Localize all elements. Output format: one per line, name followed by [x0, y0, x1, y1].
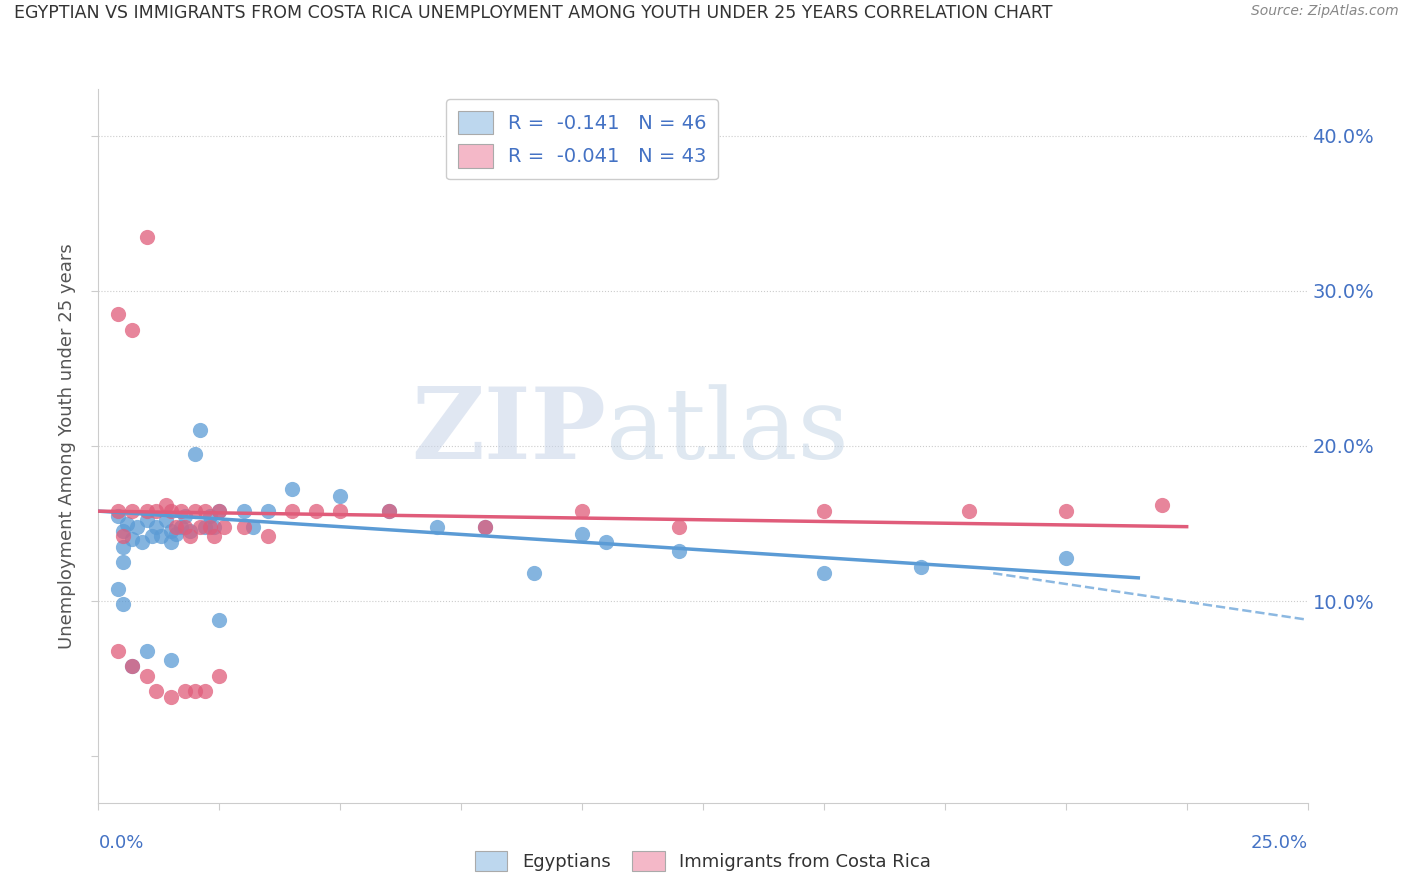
Point	[150, 529, 173, 543]
Point	[329, 489, 352, 503]
Point	[188, 424, 211, 438]
Point	[127, 519, 149, 533]
Point	[256, 529, 278, 543]
Point	[169, 504, 191, 518]
Point	[957, 504, 980, 518]
Point	[169, 519, 191, 533]
Point	[204, 519, 226, 533]
Point	[208, 668, 231, 682]
Point	[160, 524, 183, 539]
Point	[184, 447, 207, 461]
Point	[174, 684, 197, 698]
Point	[813, 566, 835, 581]
Point	[107, 504, 129, 518]
Point	[571, 504, 593, 518]
Point	[160, 690, 183, 705]
Point	[145, 519, 167, 533]
Point	[174, 508, 197, 523]
Text: 25.0%: 25.0%	[1250, 834, 1308, 852]
Point	[305, 504, 328, 518]
Point	[141, 529, 163, 543]
Point	[107, 508, 129, 523]
Point	[155, 498, 177, 512]
Point	[107, 644, 129, 658]
Point	[174, 519, 197, 533]
Point	[155, 513, 177, 527]
Point	[204, 529, 226, 543]
Point	[165, 527, 187, 541]
Point	[474, 519, 496, 533]
Point	[377, 504, 399, 518]
Point	[131, 535, 153, 549]
Legend: Egyptians, Immigrants from Costa Rica: Egyptians, Immigrants from Costa Rica	[468, 844, 938, 879]
Text: EGYPTIAN VS IMMIGRANTS FROM COSTA RICA UNEMPLOYMENT AMONG YOUTH UNDER 25 YEARS C: EGYPTIAN VS IMMIGRANTS FROM COSTA RICA U…	[14, 4, 1053, 22]
Point	[474, 519, 496, 533]
Point	[111, 524, 134, 539]
Point	[135, 668, 157, 682]
Point	[281, 483, 304, 497]
Point	[595, 535, 617, 549]
Point	[111, 540, 134, 554]
Point	[1054, 504, 1077, 518]
Point	[256, 504, 278, 518]
Point	[232, 519, 254, 533]
Text: ZIP: ZIP	[412, 384, 606, 480]
Point	[179, 524, 201, 539]
Point	[179, 529, 201, 543]
Point	[668, 544, 690, 558]
Legend: R =  -0.141   N = 46, R =  -0.041   N = 43: R = -0.141 N = 46, R = -0.041 N = 43	[446, 99, 718, 179]
Point	[329, 504, 352, 518]
Point	[668, 519, 690, 533]
Text: 0.0%: 0.0%	[98, 834, 143, 852]
Point	[1054, 550, 1077, 565]
Point	[135, 644, 157, 658]
Point	[121, 323, 143, 337]
Point	[160, 535, 183, 549]
Point	[135, 513, 157, 527]
Point	[198, 519, 221, 533]
Point	[813, 504, 835, 518]
Point	[208, 504, 231, 518]
Point	[121, 532, 143, 546]
Point	[232, 504, 254, 518]
Point	[208, 613, 231, 627]
Point	[107, 582, 129, 596]
Point	[198, 508, 221, 523]
Point	[208, 504, 231, 518]
Text: Source: ZipAtlas.com: Source: ZipAtlas.com	[1251, 4, 1399, 19]
Point	[281, 504, 304, 518]
Point	[426, 519, 449, 533]
Point	[523, 566, 546, 581]
Point	[194, 684, 217, 698]
Point	[1152, 498, 1174, 512]
Point	[194, 504, 217, 518]
Point	[194, 519, 217, 533]
Point	[121, 504, 143, 518]
Point	[212, 519, 235, 533]
Point	[135, 229, 157, 244]
Point	[160, 653, 183, 667]
Point	[242, 519, 264, 533]
Point	[111, 555, 134, 569]
Text: atlas: atlas	[606, 384, 849, 480]
Point	[165, 519, 187, 533]
Point	[121, 659, 143, 673]
Point	[377, 504, 399, 518]
Point	[121, 659, 143, 673]
Point	[160, 504, 183, 518]
Y-axis label: Unemployment Among Youth under 25 years: Unemployment Among Youth under 25 years	[58, 244, 76, 648]
Point	[910, 560, 932, 574]
Point	[111, 597, 134, 611]
Point	[188, 519, 211, 533]
Point	[107, 307, 129, 321]
Point	[184, 504, 207, 518]
Point	[117, 516, 139, 531]
Point	[571, 527, 593, 541]
Point	[111, 529, 134, 543]
Point	[135, 504, 157, 518]
Point	[145, 684, 167, 698]
Point	[145, 504, 167, 518]
Point	[184, 684, 207, 698]
